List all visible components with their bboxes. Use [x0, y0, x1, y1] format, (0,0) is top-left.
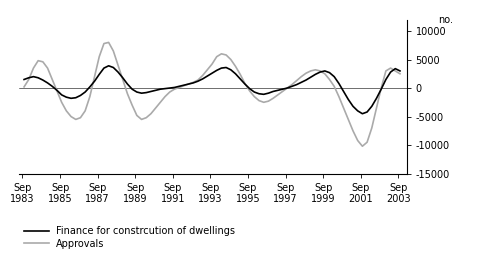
Finance for constrcution of dwellings — [350, 105, 356, 108]
Approvals — [106, 41, 111, 44]
Finance for constrcution of dwellings — [233, 72, 239, 76]
Finance for constrcution of dwellings — [261, 93, 267, 96]
Approvals — [303, 71, 309, 75]
Finance for constrcution of dwellings — [303, 78, 309, 82]
Legend: Finance for constrcution of dwellings, Approvals: Finance for constrcution of dwellings, A… — [24, 227, 235, 249]
Line: Approvals: Approvals — [24, 42, 400, 146]
Approvals — [21, 85, 27, 88]
Finance for constrcution of dwellings — [369, 105, 375, 108]
Line: Finance for constrcution of dwellings: Finance for constrcution of dwellings — [24, 66, 400, 114]
Approvals — [261, 101, 267, 104]
Approvals — [360, 144, 365, 148]
Y-axis label: no.: no. — [438, 15, 453, 25]
Finance for constrcution of dwellings — [106, 64, 111, 67]
Approvals — [397, 72, 403, 76]
Finance for constrcution of dwellings — [360, 112, 365, 115]
Approvals — [233, 65, 239, 68]
Approvals — [331, 85, 337, 88]
Approvals — [350, 129, 356, 132]
Approvals — [369, 126, 375, 130]
Finance for constrcution of dwellings — [397, 69, 403, 73]
Finance for constrcution of dwellings — [331, 75, 337, 78]
Finance for constrcution of dwellings — [21, 78, 27, 81]
